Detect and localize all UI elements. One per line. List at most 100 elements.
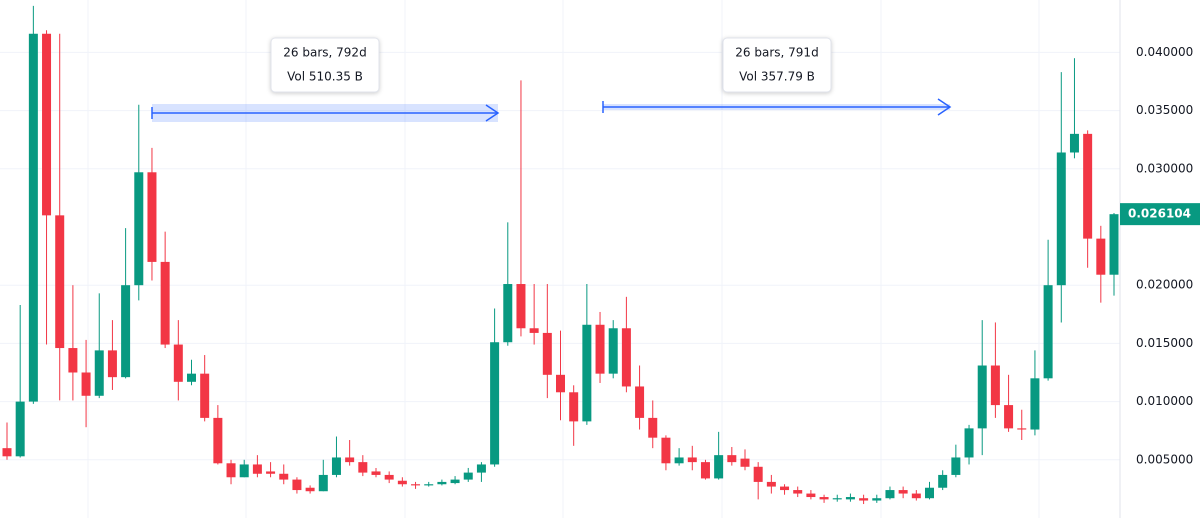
y-tick-label: 0.030000 (1136, 161, 1193, 175)
y-tick-label: 0.015000 (1136, 336, 1193, 350)
y-tick-label: 0.045000 (1136, 0, 1193, 1)
candle-body (437, 481, 447, 485)
measure-arrow (485, 104, 500, 122)
candle-body (700, 462, 710, 479)
candle-body (1069, 133, 1079, 153)
candle-body (859, 498, 869, 501)
last-price-box (1120, 203, 1200, 226)
candle-body (200, 373, 210, 418)
candle-body (476, 464, 486, 473)
candle-body (608, 328, 618, 374)
y-tick-label: 0.010000 (1136, 394, 1193, 408)
candle-body (358, 462, 368, 473)
candle-body (885, 490, 895, 499)
candle-body (239, 464, 249, 478)
candle-body (68, 348, 78, 373)
candle-body (556, 374, 565, 393)
measure-arrow (937, 98, 952, 116)
candle-body (331, 457, 341, 475)
candle-body (977, 365, 987, 429)
candle-body (279, 473, 289, 480)
candle-body (121, 285, 131, 378)
candle-body (582, 324, 592, 422)
candle-body (529, 328, 539, 333)
measure-text: Vol 357.79 B (739, 70, 815, 84)
candle-body (727, 455, 737, 463)
candle-body (1096, 238, 1106, 275)
candle-body (1017, 428, 1027, 430)
candle-body (1109, 214, 1119, 275)
candle-body (845, 497, 855, 500)
candle-body (384, 474, 394, 480)
candle-body (318, 474, 328, 492)
candle-body (661, 437, 671, 464)
vertical-grid (87, 0, 1040, 518)
candle-body (107, 350, 117, 378)
candle-body (911, 493, 921, 499)
candle-body (516, 284, 526, 329)
candle-body (714, 455, 724, 479)
candle-body (187, 373, 196, 382)
candle-body (819, 497, 829, 500)
measure-box (270, 37, 380, 93)
y-tick-label: 0.005000 (1136, 452, 1193, 466)
measure-text: 26 bars, 791d (735, 46, 818, 60)
measure-text: 26 bars, 792d (283, 46, 366, 60)
measure-text: Vol 510.35 B (287, 70, 363, 84)
candle-body (806, 493, 816, 498)
candle-body (569, 392, 579, 422)
candle-body (635, 386, 645, 418)
candle-body (793, 490, 803, 494)
candle-body (28, 33, 38, 402)
candle-body (147, 172, 157, 262)
candle-body (780, 486, 790, 491)
candle-body (898, 490, 908, 494)
candle-body (1004, 405, 1014, 429)
candle-body (55, 215, 65, 349)
candle-body (450, 479, 460, 484)
candle-body (42, 33, 52, 216)
candle-body (305, 487, 315, 492)
candle-body (1043, 285, 1053, 379)
candle-body (595, 324, 605, 374)
candle-body (252, 464, 262, 474)
candle-body (674, 457, 684, 464)
candle-body (160, 261, 170, 345)
candle-body (990, 365, 1000, 406)
candle-body (266, 471, 276, 474)
candle-body (226, 463, 236, 478)
candle-body (345, 457, 355, 463)
y-tick-label: 0.020000 (1136, 278, 1193, 292)
y-tick-label: 0.035000 (1136, 103, 1193, 117)
measure-box (722, 37, 832, 93)
last-price-label: 0.026104 (1128, 207, 1191, 221)
candle-body (94, 350, 104, 396)
candle-body (766, 481, 776, 487)
candle-body (925, 487, 934, 499)
candle-body (938, 474, 948, 488)
candle-body (173, 344, 183, 382)
candle-body (621, 328, 631, 387)
candle-body (2, 448, 12, 457)
candle-body (1083, 133, 1093, 239)
y-tick-label: 0.040000 (1136, 45, 1193, 59)
candle-body (1030, 378, 1040, 430)
candle-body (371, 471, 381, 475)
candle-body (292, 479, 302, 491)
candle-body (832, 498, 842, 500)
candle-body (397, 480, 407, 485)
candle-body (687, 457, 697, 463)
candle-body (411, 484, 421, 486)
candle-body (542, 332, 552, 375)
candle-body (81, 372, 91, 396)
candle-body (134, 172, 144, 286)
candle-body (964, 428, 974, 458)
candle-body (648, 417, 658, 438)
candle-body (15, 401, 25, 457)
candle-body (503, 284, 513, 343)
candle-body (872, 498, 882, 501)
candle-body (740, 458, 750, 467)
candle-body (753, 466, 763, 482)
